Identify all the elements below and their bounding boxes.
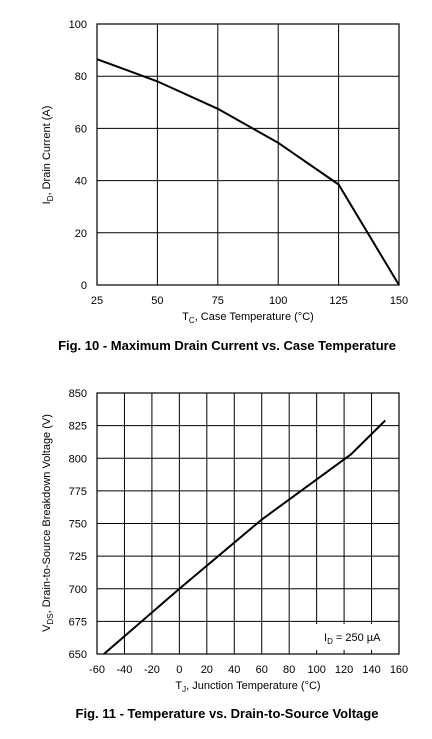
y-tick-label: 725 [69, 551, 87, 563]
x-tick-label: 20 [201, 664, 213, 676]
chart1-plot-frame [96, 23, 400, 286]
x-tick-label: -40 [117, 664, 133, 676]
y-tick-label: 750 [69, 519, 87, 531]
chart1-x-axis-label: TC, Case Temperature (°C) [182, 311, 314, 325]
x-tick-label: 50 [151, 295, 163, 307]
x-tick-label: 125 [329, 295, 347, 307]
y-tick-label: 60 [75, 123, 87, 135]
y-tick-label: 675 [69, 616, 87, 628]
chart2-annotation: ID = 250 µA [324, 632, 381, 646]
y-tick-label: 775 [69, 486, 87, 498]
x-tick-label: 75 [212, 295, 224, 307]
chart2-y-axis-label: VDS, Drain-to-Source Breakdown Voltage (… [41, 414, 55, 632]
chart2-x-tick-labels: -60 -40 -20 0 20 40 60 80 100 120 140 160 [89, 664, 408, 676]
x-tick-label: -60 [89, 664, 105, 676]
chart1-y-tick-labels: 0 20 40 60 80 100 [69, 19, 87, 292]
chart2-y-tick-labels: 650 675 700 725 750 775 800 825 850 [69, 388, 87, 661]
x-tick-label: 140 [362, 664, 380, 676]
chart2-plot-frame [96, 392, 400, 655]
x-tick-label: -20 [144, 664, 160, 676]
y-tick-label: 800 [69, 453, 87, 465]
x-tick-label: 80 [283, 664, 295, 676]
chart1-gridlines [96, 23, 400, 286]
chart2-series-line [103, 419, 387, 655]
x-tick-label: 160 [390, 664, 408, 676]
x-tick-label: 25 [91, 295, 103, 307]
x-tick-label: 100 [269, 295, 287, 307]
y-tick-label: 700 [69, 584, 87, 596]
y-tick-label: 850 [69, 388, 87, 400]
y-tick-label: 100 [69, 19, 87, 31]
x-tick-label: 0 [176, 664, 182, 676]
y-tick-label: 20 [75, 228, 87, 240]
x-tick-label: 120 [335, 664, 353, 676]
chart2-gridlines [96, 392, 400, 655]
chart1-caption: Fig. 10 - Maximum Drain Current vs. Case… [58, 338, 396, 353]
y-tick-label: 825 [69, 421, 87, 433]
chart2-x-axis-label: TJ, Junction Temperature (°C) [175, 680, 320, 694]
chart-breakdown-voltage: -60 -40 -20 0 20 40 60 80 100 120 140 160 650 675 700… [41, 388, 408, 721]
x-tick-label: 150 [390, 295, 408, 307]
x-tick-label: 40 [228, 664, 240, 676]
y-tick-label: 650 [69, 649, 87, 661]
chart-max-drain-current: 25 50 75 100 125 150 0 20 40 60 80 100 TC, Case Te… [41, 19, 408, 353]
y-tick-label: 80 [75, 71, 87, 83]
x-tick-label: 100 [307, 664, 325, 676]
chart1-y-axis-label: ID, Drain Current (A) [41, 106, 55, 205]
chart1-x-tick-labels: 25 50 75 100 125 150 [91, 295, 408, 307]
x-tick-label: 60 [256, 664, 268, 676]
chart1-series-line [96, 58, 400, 286]
y-tick-label: 0 [81, 280, 87, 292]
chart2-caption: Fig. 11 - Temperature vs. Drain-to-Sourc… [76, 706, 379, 721]
y-tick-label: 40 [75, 176, 87, 188]
chart2-annotation-box [314, 624, 396, 650]
